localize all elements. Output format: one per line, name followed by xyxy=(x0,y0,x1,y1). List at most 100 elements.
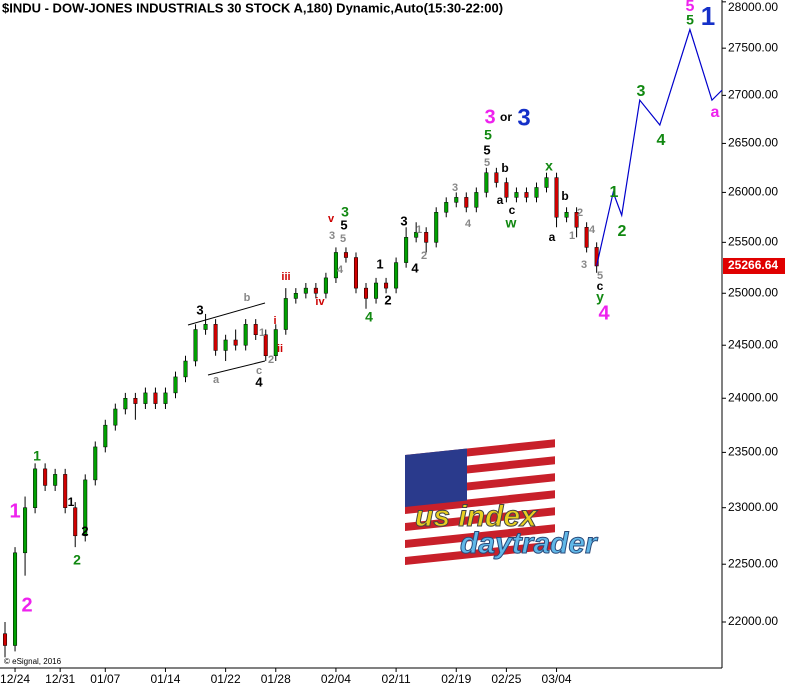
wave-label: 4 xyxy=(598,302,610,324)
wave-label: 4 xyxy=(255,374,263,389)
candle-body xyxy=(474,192,479,208)
wave-label: 5 xyxy=(686,0,695,15)
candle-body xyxy=(424,232,429,243)
y-tick-label: 27000.00 xyxy=(728,88,778,102)
wave-label: 1 xyxy=(376,256,383,271)
x-tick-label: 01/28 xyxy=(261,672,291,686)
wave-label: 2 xyxy=(618,223,627,240)
y-tick-label: 23000.00 xyxy=(728,500,778,514)
wave-label: b xyxy=(561,189,568,203)
logo-text: daytrader xyxy=(460,527,599,560)
wave-label: x xyxy=(545,158,553,174)
candle-body xyxy=(133,397,138,404)
y-tick-label: 25500.00 xyxy=(728,235,778,249)
wave-label: 3 xyxy=(517,104,530,131)
wave-label: 2 xyxy=(21,594,32,616)
candle-body xyxy=(103,424,108,448)
wave-label: 3 xyxy=(196,302,203,317)
chart-title: $INDU - DOW-JONES INDUSTRIALS 30 STOCK A… xyxy=(2,0,503,15)
wave-label: b xyxy=(501,161,508,175)
wave-label: 3 xyxy=(400,213,407,228)
candle-body xyxy=(554,177,559,218)
last-price-box xyxy=(723,257,785,274)
candle-body xyxy=(464,197,469,208)
candle-body xyxy=(93,446,98,481)
x-tick-label: 02/25 xyxy=(491,672,521,686)
wave-label: 3 xyxy=(341,204,349,220)
channel-line xyxy=(207,360,266,376)
candle-body xyxy=(233,339,238,346)
candle-body xyxy=(113,408,118,426)
wave-label: 4 xyxy=(337,264,344,276)
y-tick-label: 24000.00 xyxy=(728,390,778,404)
wave-label: 3 xyxy=(452,182,458,194)
candle-body xyxy=(13,552,18,646)
wave-label: c xyxy=(509,203,516,217)
channel-line xyxy=(187,302,266,326)
wave-label: ii xyxy=(277,343,283,355)
wave-label: 4 xyxy=(365,309,373,325)
y-tick-label: 26500.00 xyxy=(728,136,778,150)
y-tick-label: 26000.00 xyxy=(728,185,778,199)
candle-body xyxy=(414,232,419,238)
wave-label: 2 xyxy=(421,250,427,262)
candle-body xyxy=(534,187,539,198)
wave-label: 1 xyxy=(416,224,422,236)
wave-label: 1 xyxy=(610,184,619,201)
candle-body xyxy=(273,329,278,356)
candle-body xyxy=(243,324,248,346)
candle-body xyxy=(163,392,168,404)
wave-label: 5 xyxy=(484,127,492,143)
wave-label: 2 xyxy=(577,207,583,219)
wave-label: 1 xyxy=(9,500,20,522)
wave-label: w xyxy=(505,215,517,231)
x-tick-label: 02/19 xyxy=(441,672,471,686)
candle-body xyxy=(374,282,379,299)
wave-label: 1 xyxy=(569,230,575,242)
candle-body xyxy=(63,474,68,508)
wave-label: 3 xyxy=(484,106,495,128)
candle-body xyxy=(444,202,449,213)
flag-canton xyxy=(405,448,467,507)
wave-label: iv xyxy=(315,296,325,308)
wave-label: 1 xyxy=(259,327,265,339)
candle-body xyxy=(143,392,148,404)
candle-body xyxy=(43,468,48,486)
wave-label: 2 xyxy=(268,354,274,366)
x-tick-label: 02/11 xyxy=(382,672,411,686)
candle-body xyxy=(404,237,409,263)
wave-label: a xyxy=(711,104,720,121)
last-price-label: 25266.64 xyxy=(728,258,778,272)
projection-line xyxy=(596,27,723,266)
wave-label: or xyxy=(500,110,512,124)
wave-label: 4 xyxy=(411,260,419,275)
y-tick-label: 22500.00 xyxy=(728,556,778,570)
y-tick-label: 27500.00 xyxy=(728,40,778,54)
flag-stripe xyxy=(405,490,555,514)
y-tick-label: 22000.00 xyxy=(728,614,778,628)
candle-body xyxy=(193,329,198,362)
wave-label: 5 xyxy=(484,157,490,169)
wave-label: 1 xyxy=(68,495,75,509)
wave-label: 5 xyxy=(483,142,490,157)
candle-body xyxy=(173,376,178,394)
wave-label: y xyxy=(596,289,604,305)
candle-body xyxy=(353,257,358,289)
candle-body xyxy=(283,298,288,330)
candle-body xyxy=(123,397,128,410)
candle-body xyxy=(153,392,158,404)
candle-body xyxy=(293,293,298,299)
candle-body xyxy=(223,339,228,351)
candle-body xyxy=(364,287,369,299)
wave-label: a xyxy=(549,230,556,244)
wave-label: 5 xyxy=(597,270,603,282)
flag-stripe xyxy=(405,541,555,565)
candle-body xyxy=(253,324,258,335)
wave-label: 5 xyxy=(340,217,347,232)
x-tick-label: 12/24 xyxy=(0,672,30,686)
wave-label: 3 xyxy=(637,83,646,100)
logo-text: us index xyxy=(415,500,538,533)
candle-body xyxy=(394,262,399,289)
candle-body xyxy=(333,252,338,279)
